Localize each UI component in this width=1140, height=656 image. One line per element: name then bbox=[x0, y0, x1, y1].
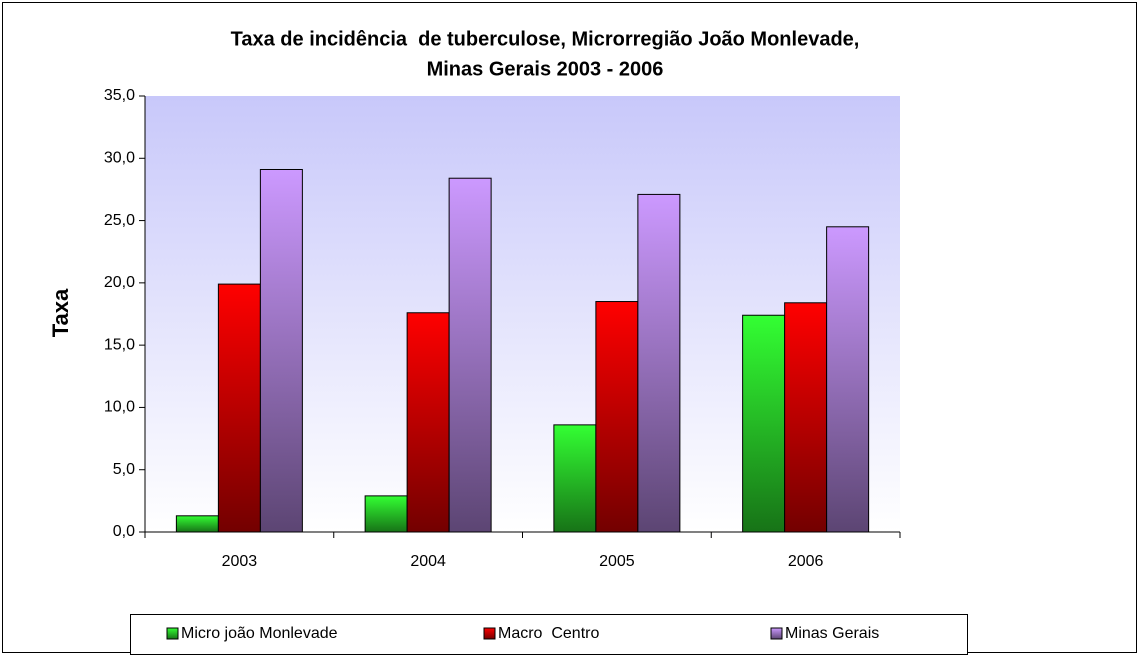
bar bbox=[175, 515, 219, 533]
x-tick-label: 2005 bbox=[599, 553, 635, 570]
y-tick-label: 0,0 bbox=[113, 523, 135, 540]
bar bbox=[364, 495, 408, 533]
legend-label: Minas Gerais bbox=[785, 625, 879, 642]
y-tick-label: 35,0 bbox=[104, 87, 135, 104]
x-tick-label: 2003 bbox=[222, 553, 258, 570]
legend-label: Macro Centro bbox=[498, 625, 599, 642]
bar bbox=[784, 302, 828, 533]
y-axis-label: Taxa bbox=[48, 288, 73, 337]
x-tick-label: 2004 bbox=[410, 553, 446, 570]
y-tick-label: 20,0 bbox=[104, 274, 135, 291]
y-tick-label: 5,0 bbox=[113, 461, 135, 478]
bar bbox=[553, 424, 597, 533]
chart-title: Taxa de incidência de tuberculose, Micro… bbox=[231, 28, 860, 50]
legend-swatch bbox=[166, 627, 179, 640]
y-tick-label: 25,0 bbox=[104, 212, 135, 229]
legend-swatch bbox=[770, 627, 783, 640]
bar bbox=[742, 314, 786, 533]
bar bbox=[217, 283, 261, 533]
bar bbox=[595, 301, 639, 533]
bar bbox=[637, 193, 681, 533]
x-tick-label: 2006 bbox=[788, 553, 824, 570]
legend-label: Micro joão Monlevade bbox=[181, 625, 338, 642]
bar bbox=[406, 312, 450, 533]
chart-title: Minas Gerais 2003 - 2006 bbox=[427, 58, 664, 80]
legend-swatch bbox=[483, 627, 496, 640]
bar bbox=[826, 226, 870, 533]
y-tick-label: 30,0 bbox=[104, 150, 135, 167]
bar bbox=[448, 177, 492, 533]
legend bbox=[130, 614, 968, 655]
y-tick-label: 15,0 bbox=[104, 336, 135, 353]
bar bbox=[259, 168, 303, 533]
y-tick-label: 10,0 bbox=[104, 399, 135, 416]
